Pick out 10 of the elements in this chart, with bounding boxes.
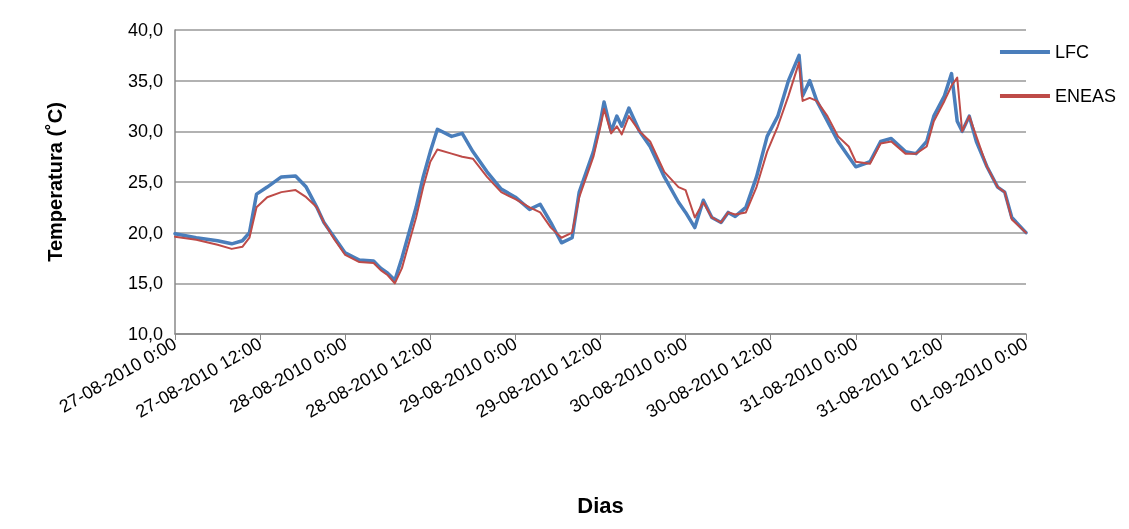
legend-label: LFC (1054, 42, 1089, 62)
y-axis-title: Temperatura (˚C) (44, 102, 66, 262)
y-tick-label: 40,0 (127, 20, 163, 40)
x-axis-title: Dias (577, 492, 624, 518)
y-tick-label: 25,0 (127, 172, 163, 192)
y-tick-label: 15,0 (127, 273, 163, 294)
y-tick-label: 20,0 (127, 222, 163, 243)
y-tick-label: 30,0 (127, 121, 163, 142)
y-tick-label: 35,0 (127, 70, 163, 91)
legend-label: ENEAS (1054, 86, 1117, 106)
